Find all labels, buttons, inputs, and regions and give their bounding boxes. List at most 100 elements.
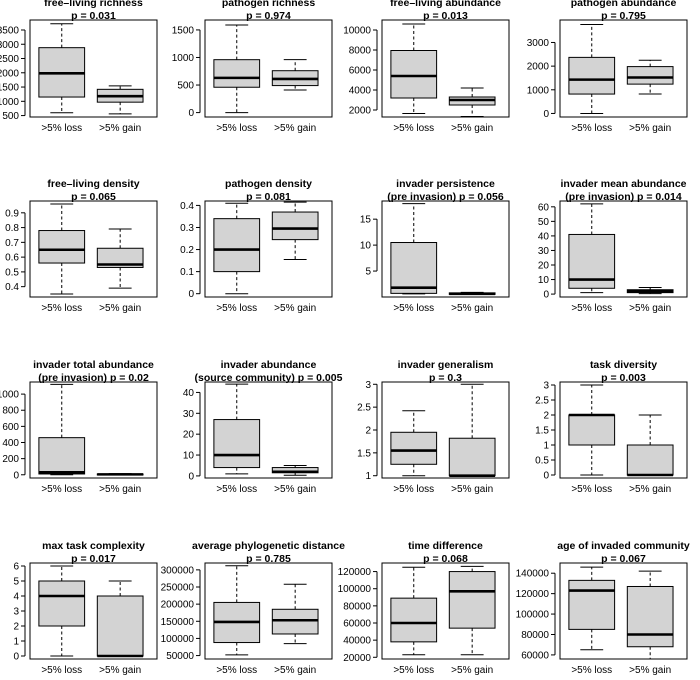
y-tick-label: 60000 <box>343 619 371 630</box>
y-tick-label: 0.3 <box>180 223 194 234</box>
box-gain <box>448 87 496 117</box>
x-category-label: >5% gain <box>274 303 316 314</box>
iqr-box <box>568 579 616 630</box>
iqr-box <box>568 414 616 446</box>
y-tick-label: 1000 <box>527 85 550 96</box>
y-tick-label: 6 <box>13 562 19 573</box>
panel-title-line: p = 0.068 <box>423 553 468 565</box>
x-category-label: >5% loss <box>571 665 612 676</box>
iqr-box <box>213 59 261 88</box>
x-category-label: >5% loss <box>393 123 434 134</box>
x-category-label: >5% loss <box>393 484 434 495</box>
y-tick-label: 40 <box>538 231 550 242</box>
iqr-box <box>38 230 86 264</box>
plot-frame <box>29 200 158 298</box>
x-category-label: >5% gain <box>274 665 316 676</box>
y-tick-label: 20000 <box>343 653 371 664</box>
plot-frame <box>381 200 510 298</box>
box-gain <box>448 291 496 296</box>
y-tick-label: 30 <box>183 409 195 420</box>
panel-8: invader mean abundance(pre invasion) p =… <box>538 178 688 314</box>
y-tick-label: 6000 <box>349 66 372 77</box>
x-category-label: >5% gain <box>451 303 493 314</box>
x-category-label: >5% gain <box>99 665 141 676</box>
y-tick-label: 1000 <box>0 97 19 108</box>
panel-title-line: pathogen richness <box>222 0 316 9</box>
iqr-box <box>390 431 438 465</box>
panel-title-line: p = 0.065 <box>71 191 116 203</box>
x-category-label: >5% gain <box>451 123 493 134</box>
panel-title-line: max task complexity <box>42 540 145 552</box>
y-tick-label: 20 <box>183 430 195 441</box>
box-loss <box>568 566 616 651</box>
box-gain <box>96 228 144 289</box>
panel-title-line: p = 0.067 <box>601 553 646 565</box>
y-tick-label: 0 <box>543 471 549 482</box>
x-category-label: >5% loss <box>393 665 434 676</box>
panel-title-line: pathogen density <box>225 178 312 190</box>
y-tick-label: 100000 <box>161 634 195 645</box>
y-tick-label: 40000 <box>343 636 371 647</box>
y-tick-label: 1000 <box>172 53 195 64</box>
panel-title-line: p = 0.974 <box>246 10 291 22</box>
plot-frame <box>29 562 158 660</box>
y-tick-label: 30 <box>538 246 550 257</box>
y-tick-label: 2.5 <box>535 396 549 407</box>
y-tick-label: 0.4 <box>5 282 19 293</box>
box-loss <box>38 203 86 295</box>
panel-title-line: p = 0.017 <box>71 553 116 565</box>
y-tick-label: 200 <box>2 454 19 465</box>
plot-frame <box>559 381 688 479</box>
y-tick-label: 5 <box>13 577 19 588</box>
y-tick-label: 0 <box>188 289 194 300</box>
y-tick-label: 2000 <box>527 62 550 73</box>
box-gain <box>626 414 674 477</box>
y-tick-label: 60 <box>538 202 550 213</box>
y-tick-label: 1500 <box>172 25 195 36</box>
y-tick-label: 2500 <box>0 54 19 65</box>
iqr-box <box>38 437 86 475</box>
y-tick-label: 10000 <box>343 26 371 37</box>
x-category-label: >5% loss <box>41 123 82 134</box>
y-tick-label: 5 <box>365 267 371 278</box>
y-tick-label: 20 <box>538 261 550 272</box>
plot-frame <box>559 562 688 660</box>
plot-frame <box>559 19 688 118</box>
y-tick-label: 0.4 <box>180 201 194 212</box>
iqr-box <box>568 56 616 95</box>
box-gain <box>271 464 319 476</box>
y-tick-label: 800 <box>2 406 19 417</box>
x-category-label: >5% gain <box>99 484 141 495</box>
box-gain <box>96 580 144 658</box>
y-tick-label: 0.9 <box>5 208 19 219</box>
box-gain <box>448 565 496 656</box>
y-tick-label: 2 <box>13 622 19 633</box>
y-tick-label: 60000 <box>521 650 549 661</box>
x-category-label: >5% gain <box>99 303 141 314</box>
y-tick-label: 2.5 <box>357 403 371 414</box>
x-category-label: >5% loss <box>41 303 82 314</box>
box-loss <box>38 23 86 114</box>
panel-title-line: average phylogenetic distance <box>192 540 345 552</box>
panel-9: invader total abundance(pre invasion) p … <box>0 359 158 495</box>
box-loss <box>213 383 261 475</box>
x-category-label: >5% gain <box>451 484 493 495</box>
x-category-label: >5% gain <box>629 484 671 495</box>
y-tick-label: 2 <box>543 411 549 422</box>
x-category-label: >5% loss <box>216 665 257 676</box>
x-category-label: >5% loss <box>393 303 434 314</box>
y-tick-label: 140000 <box>516 569 550 580</box>
y-tick-label: 500 <box>177 81 194 92</box>
y-tick-label: 1.5 <box>357 448 371 459</box>
y-tick-label: 3 <box>13 607 19 618</box>
panel-title-line: p = 0.785 <box>246 553 291 565</box>
x-category-label: >5% loss <box>41 484 82 495</box>
y-tick-label: 1 <box>13 637 19 648</box>
